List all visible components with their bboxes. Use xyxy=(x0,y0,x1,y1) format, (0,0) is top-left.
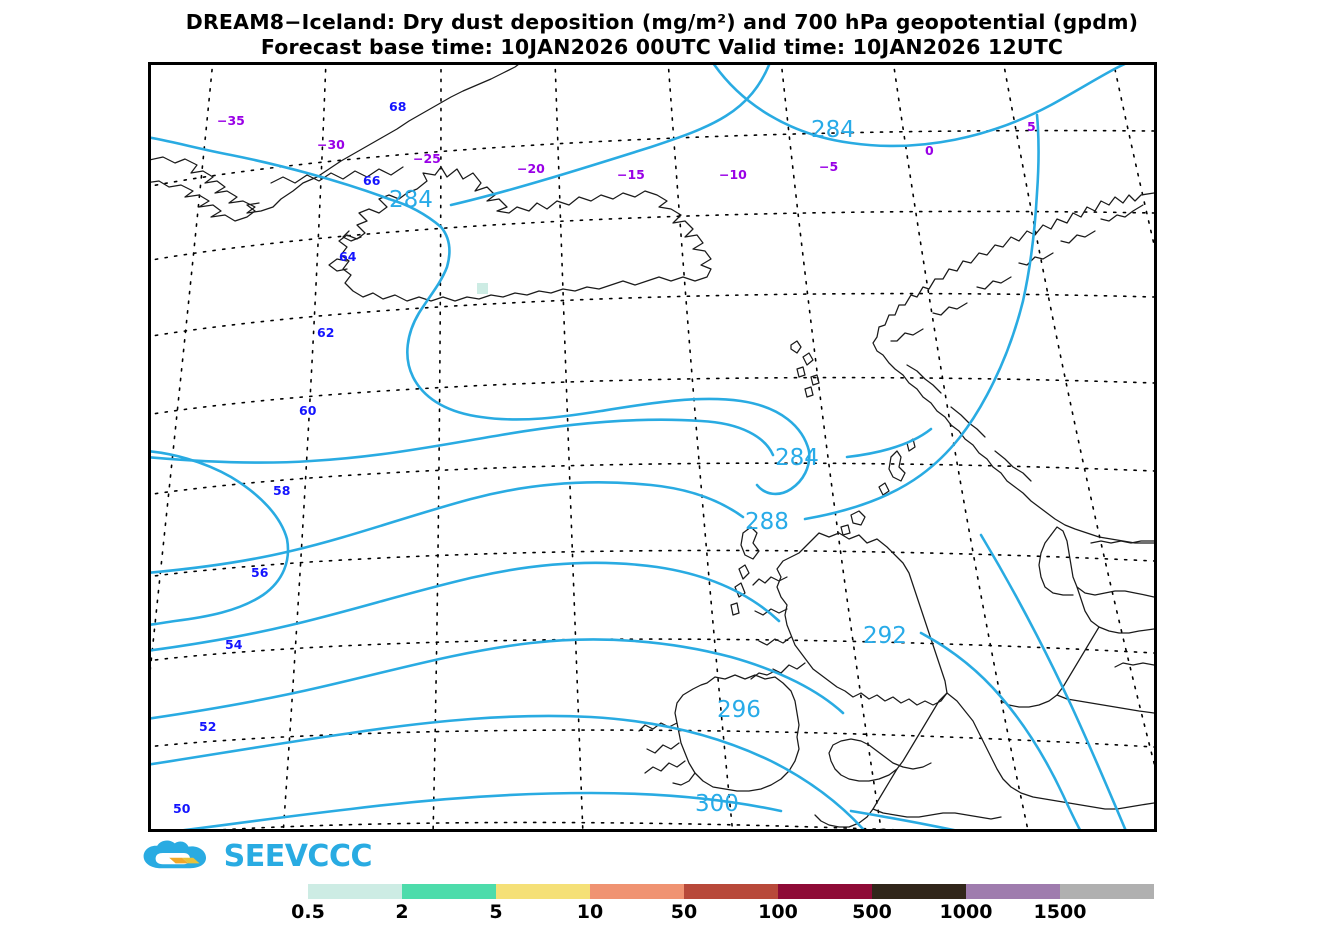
colorbar-band xyxy=(590,884,684,899)
svg-text:58: 58 xyxy=(273,483,290,498)
coastline-denmark xyxy=(1050,526,1154,598)
colorbar-band xyxy=(872,884,966,899)
svg-text:296: 296 xyxy=(717,697,761,723)
coastline-iceland xyxy=(338,166,712,302)
colorbar-tick: 50 xyxy=(670,901,698,923)
svg-text:284: 284 xyxy=(389,187,433,213)
cloud-icon xyxy=(143,840,207,869)
svg-text:68: 68 xyxy=(389,99,406,114)
colorbar-tick: 2 xyxy=(395,901,409,923)
coastline-norway xyxy=(872,192,1154,544)
svg-text:54: 54 xyxy=(225,637,243,652)
map-plot-area[interactable]: .grat{ fill:none; stroke:#000000; stroke… xyxy=(148,62,1157,832)
svg-text:62: 62 xyxy=(317,325,334,340)
colorbar-tick-labels: 0.5 2 5 10 50 100 500 1000 1500 xyxy=(214,899,1154,923)
svg-text:288: 288 xyxy=(745,509,789,535)
seevccc-logo: SEEVCCC xyxy=(142,836,373,878)
svg-text:64: 64 xyxy=(339,249,357,264)
map-canvas: .grat{ fill:none; stroke:#000000; stroke… xyxy=(151,65,1154,829)
coastline-orkney xyxy=(850,510,866,526)
page-title: DREAM8−Iceland: Dry dust deposition (mg/… xyxy=(185,10,1139,34)
colorbar-tick: 1500 xyxy=(1033,901,1087,923)
svg-text:0: 0 xyxy=(925,143,934,158)
svg-text:52: 52 xyxy=(199,719,216,734)
svg-text:−15: −15 xyxy=(617,167,645,182)
svg-text:66: 66 xyxy=(363,173,381,188)
colorbar-band xyxy=(966,884,1060,899)
coastline-greenland xyxy=(151,65,519,214)
page-subtitle: Forecast base time: 10JAN2026 00UTC Vali… xyxy=(260,35,1064,59)
chart-title-block: DREAM8−Iceland: Dry dust deposition (mg/… xyxy=(0,10,1324,60)
coastline-hebrides xyxy=(740,526,760,560)
colorbar-band xyxy=(402,884,496,899)
coastline-faroe xyxy=(790,340,802,354)
svg-text:−5: −5 xyxy=(819,159,838,174)
svg-text:−30: −30 xyxy=(317,137,345,152)
colorbar-band xyxy=(308,884,402,899)
svg-text:−35: −35 xyxy=(217,113,245,128)
svg-text:60: 60 xyxy=(299,403,317,418)
colorbar-tick: 5 xyxy=(489,901,503,923)
contour-labels: 284 284 284 288 292 296 300 xyxy=(389,117,907,817)
latitude-labels: 68 66 64 62 60 58 56 54 52 50 xyxy=(173,99,406,816)
colorbar-tick: 100 xyxy=(758,901,798,923)
svg-text:−25: −25 xyxy=(413,151,441,166)
svg-text:284: 284 xyxy=(811,117,855,143)
svg-text:56: 56 xyxy=(251,565,269,580)
colorbar[interactable]: 0.5 2 5 10 50 100 500 1000 1500 xyxy=(214,884,1154,924)
svg-text:−20: −20 xyxy=(517,161,545,176)
graticule-meridians xyxy=(151,65,1154,829)
colorbar-tick: 0.5 xyxy=(291,901,325,923)
svg-text:300: 300 xyxy=(695,791,739,817)
colorbar-band xyxy=(778,884,872,899)
logo-text: SEEVCCC xyxy=(223,839,373,874)
longitude-labels: −35 −30 −25 −20 −15 −10 −5 0 5 xyxy=(217,113,1036,182)
svg-text:50: 50 xyxy=(173,801,191,816)
colorbar-band xyxy=(214,884,308,899)
colorbar-band xyxy=(1060,884,1154,899)
colorbar-tick: 500 xyxy=(852,901,892,923)
svg-text:−10: −10 xyxy=(719,167,747,182)
svg-text:292: 292 xyxy=(863,623,907,649)
coastline-shetland xyxy=(888,450,906,482)
svg-text:5: 5 xyxy=(1027,119,1036,134)
coastline-england xyxy=(946,692,1154,810)
colorbar-tick: 10 xyxy=(576,901,604,923)
svg-text:284: 284 xyxy=(775,445,819,471)
coastline-scotland xyxy=(776,532,948,706)
colorbar-band xyxy=(684,884,778,899)
colorbar-band xyxy=(496,884,590,899)
colorbar-tick: 1000 xyxy=(939,901,993,923)
geopotential-contours xyxy=(151,65,1127,829)
dust-deposition-field xyxy=(477,283,488,294)
coastlines xyxy=(151,65,1154,828)
colorbar-bands xyxy=(214,884,1154,899)
